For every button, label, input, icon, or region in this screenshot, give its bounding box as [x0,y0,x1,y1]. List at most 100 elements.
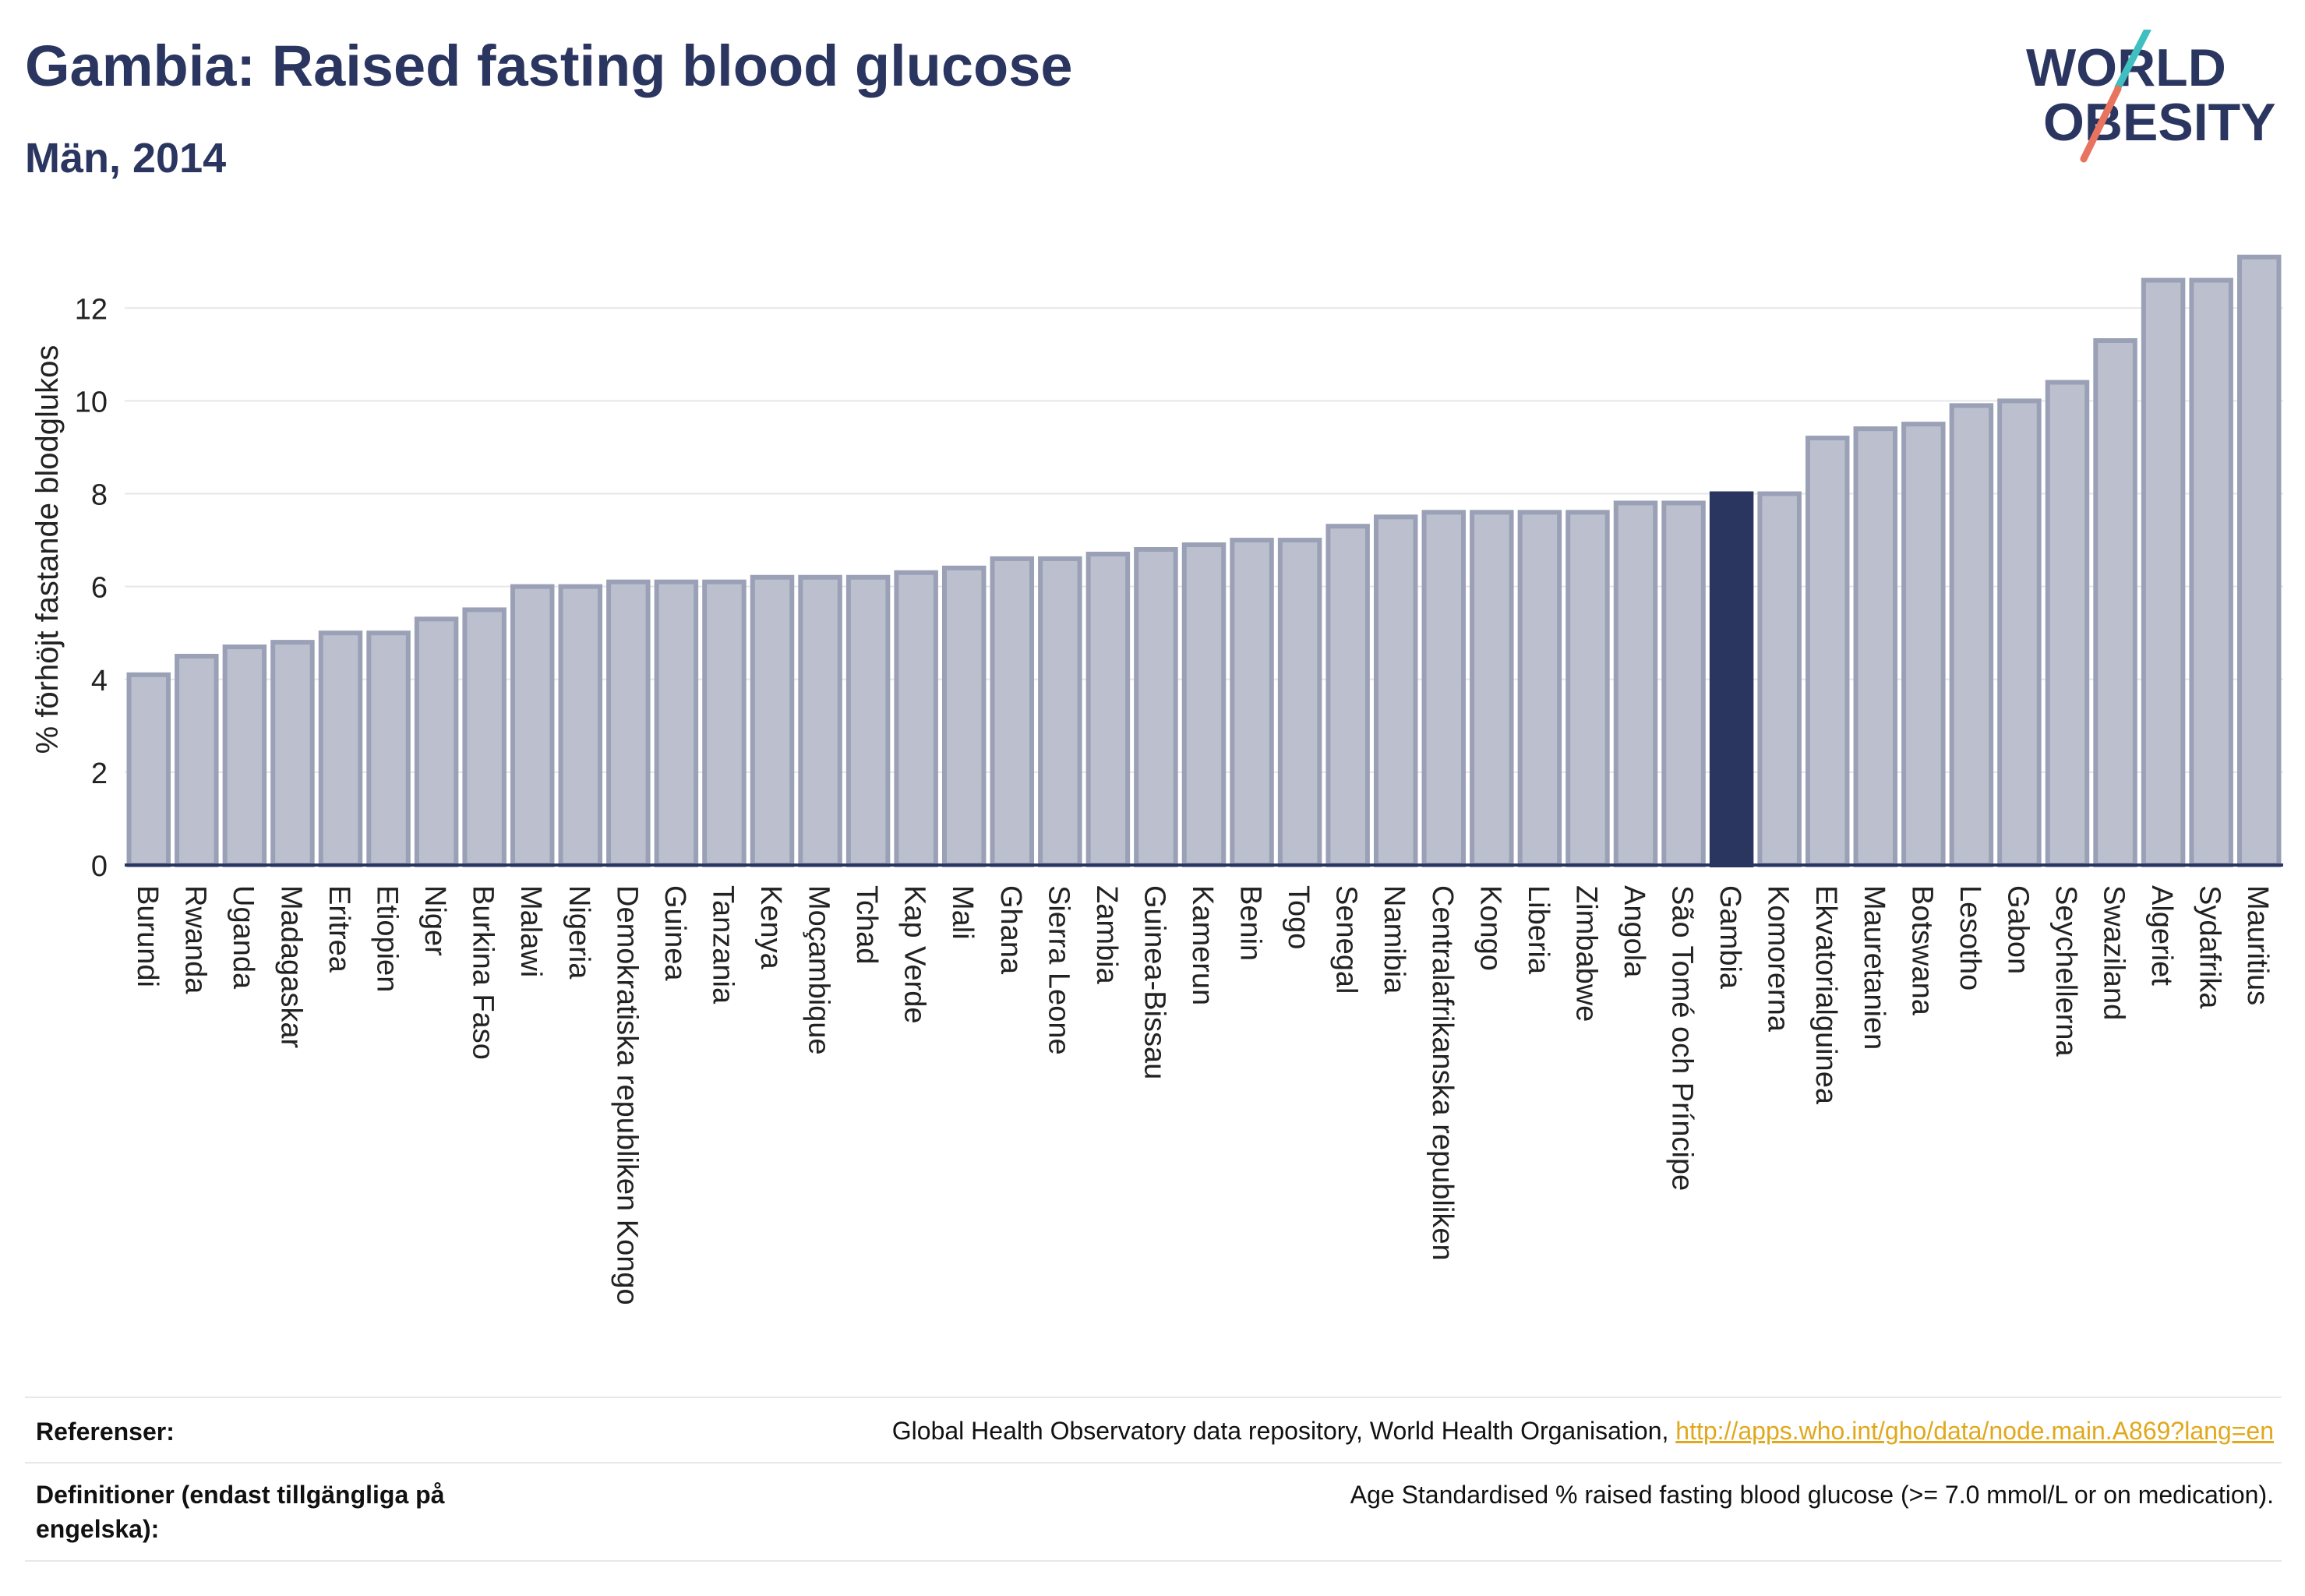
references-source: Global Health Observatory data repositor… [891,1417,1669,1445]
bar [941,565,987,868]
definitions-label: Definitioner (endast tillgängliga på eng… [36,1481,445,1543]
y-tick-label: 0 [91,850,108,883]
x-tick-label: Tanzania [706,885,739,1005]
bar [175,653,219,867]
bar [318,630,363,867]
x-tick-label: Guinea [658,885,691,981]
bar [702,579,747,867]
x-tick-label: Moçambique [803,885,835,1055]
bar [798,574,842,867]
bar [845,574,891,867]
definitions-text: Age Standardised % raised fasting blood … [1350,1481,2274,1509]
x-tick-label: Angola [1618,885,1650,978]
bar [462,607,507,867]
bar [990,556,1035,867]
x-tick-label: Kamerun [1186,885,1219,1005]
bar [1661,500,1706,867]
bar [2189,277,2233,867]
footer-divider-top [25,1396,2282,1398]
x-tick-label: Botswana [1905,885,1938,1016]
x-tick-label: São Tomé och Príncipe [1666,885,1699,1191]
bar [1709,491,1754,867]
y-tick-label: 10 [75,386,108,418]
bar [1805,436,1850,867]
bar [2141,277,2186,867]
bar [1421,510,1467,868]
x-tick-label: Etiopien [371,885,404,992]
x-tick-label: Lesotho [1954,885,1986,990]
y-tick-label: 8 [91,479,108,512]
bar [1949,403,1994,867]
x-tick-label: Rwanda [178,885,211,994]
x-tick-label: Guinea-Bissau [1138,885,1170,1079]
page-title: Gambia: Raised fasting blood glucose [25,34,1073,98]
bar [222,644,267,868]
bar [414,616,459,868]
x-tick-label: Uganda [227,885,259,990]
page-subtitle: Män, 2014 [25,135,227,182]
bar [1757,491,1802,867]
x-tick-label: Kap Verde [898,885,931,1023]
y-tick-label: 4 [91,665,108,697]
bar [1470,510,1514,868]
x-tick-label: Ekvatorialguinea [1809,885,1842,1105]
logo-slash-teal [2114,30,2151,91]
x-tick-label: Nigeria [563,885,595,980]
x-tick-label: Mauritius [2241,885,2274,1005]
x-tick-label: Mali [946,885,979,940]
bar [1373,514,1418,867]
bar [2045,380,2090,867]
x-tick-label: Togo [1282,885,1315,949]
bar [1997,398,2042,867]
x-tick-label: Namibia [1378,885,1410,994]
bar [510,584,555,867]
x-tick-labels: Burundi Rwanda Uganda Madagaskar Eritrea Etio… [131,885,2274,1305]
x-tick-label: Algeriet [2145,885,2178,986]
bar [366,630,411,867]
x-tick-label: Senegal [1330,885,1363,994]
bar [1901,422,1946,867]
bar [654,579,699,867]
x-tick-label: Zimbabwe [1569,885,1602,1022]
bar [1134,547,1178,867]
x-tick-label: Mauretanien [1858,885,1890,1050]
references-label: Referenser: [36,1418,175,1446]
x-tick-label: Swaziland [2098,885,2130,1020]
references-link[interactable]: http://apps.who.int/gho/data/node.main.A… [1675,1417,2274,1445]
x-tick-label: Benin [1234,885,1267,961]
x-tick-label: Madagaskar [274,885,307,1048]
x-tick-label: Seychellerna [2049,885,2082,1058]
footer-divider-bottom [25,1560,2282,1562]
bar [1181,542,1227,867]
bar [1085,551,1131,867]
y-tick-label: 12 [75,293,108,326]
bar [1230,538,1274,868]
bar [126,672,171,868]
bar [270,640,315,868]
world-obesity-logo: WORLD OBESITY [2026,30,2276,163]
x-tick-label: Eritrea [323,885,355,973]
bar [750,574,795,867]
y-tick-label: 2 [91,757,108,790]
logo-slash-coral [2080,85,2122,163]
x-tick-label: Burkina Faso [467,885,499,1060]
bar [2236,254,2282,867]
bar [1277,538,1322,868]
x-tick-label: Gabon [2001,885,2034,974]
x-tick-label: Kongo [1474,885,1506,971]
x-tick-label: Kenya [754,885,787,970]
logo-line2: OBESITY [2043,93,2276,152]
bar [606,579,651,867]
bar [1613,500,1658,867]
x-tick-label: Komorerna [1762,885,1795,1033]
bar [1565,510,1610,868]
x-tick-label: Centralafrikanska republiken [1426,885,1459,1261]
x-tick-label: Niger [418,885,451,956]
bar [1038,556,1082,867]
x-tick-label: Sierra Leone [1042,885,1075,1055]
bar [2093,337,2137,867]
y-tick-label: 6 [91,572,108,605]
x-tick-label: Sydafrika [2194,885,2226,1009]
bar [894,570,938,867]
x-tick-label: Malawi [514,885,547,977]
